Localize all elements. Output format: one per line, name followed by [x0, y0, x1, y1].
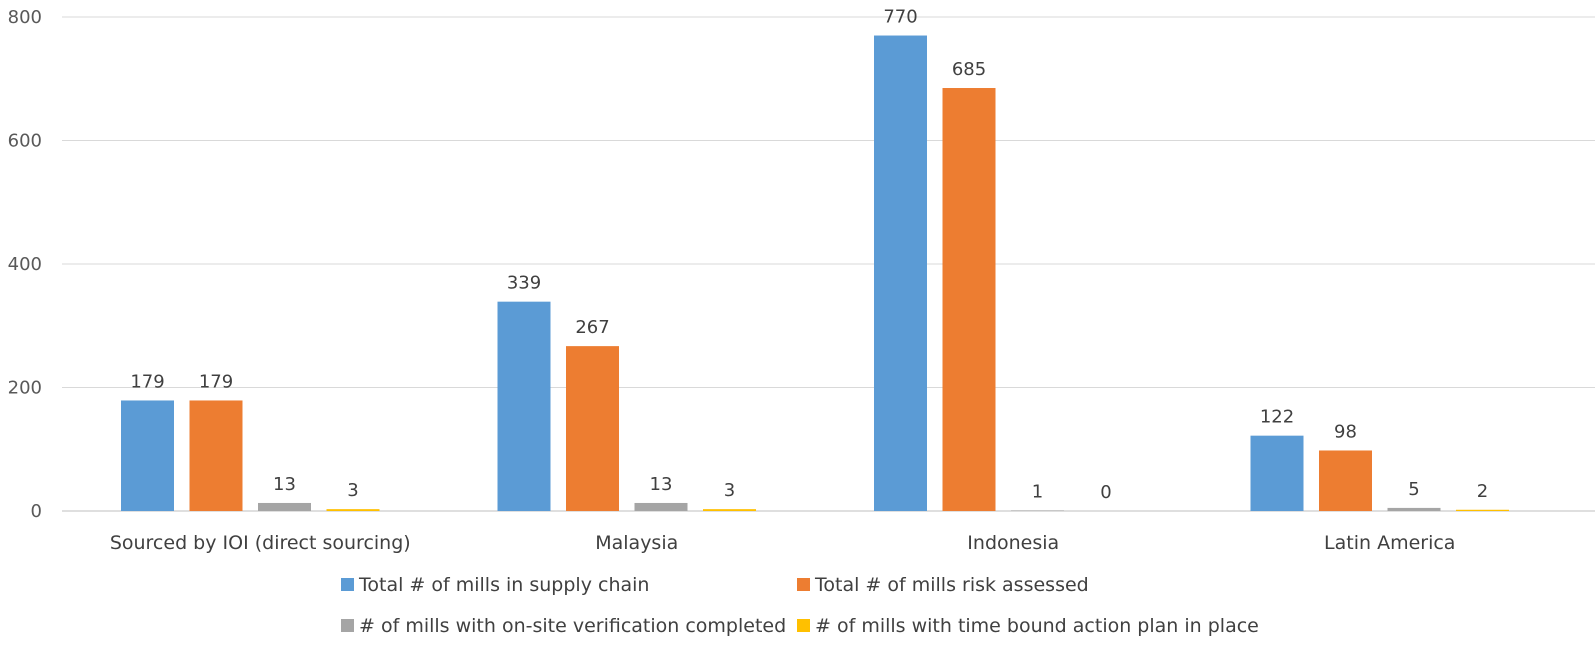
- x-tick-label: Indonesia: [967, 532, 1059, 554]
- bar: [326, 509, 380, 511]
- legend-swatch: [341, 619, 354, 632]
- data-labels: 179 179 13 3 339 267 13 3 770 685 1 0 122 98 5 2: [130, 7, 1488, 503]
- bar: [121, 400, 174, 511]
- data-label: 13: [650, 474, 673, 495]
- data-label: 5: [1408, 479, 1419, 500]
- y-tick-label: 0: [31, 501, 42, 522]
- x-axis: Sourced by IOI (direct sourcing) Malaysia…: [110, 532, 1456, 554]
- data-label: 13: [273, 474, 296, 495]
- x-tick-label: Sourced by IOI (direct sourcing): [110, 532, 411, 554]
- bar: [634, 502, 688, 511]
- data-label: 1: [1032, 481, 1043, 502]
- data-label: 3: [347, 480, 358, 501]
- bar: [703, 509, 756, 511]
- bar: [1387, 507, 1441, 511]
- bar: [189, 400, 243, 511]
- x-tick-label: Latin America: [1324, 532, 1455, 554]
- data-label: 685: [952, 59, 986, 80]
- bar: [1456, 509, 1509, 511]
- data-label: 122: [1260, 407, 1294, 428]
- legend-label: # of mills with time bound action plan i…: [815, 615, 1259, 637]
- data-label: 2: [1477, 481, 1488, 502]
- data-label: 179: [130, 371, 164, 392]
- legend-label: Total # of mills in supply chain: [358, 574, 649, 596]
- y-tick-label: 600: [8, 131, 42, 152]
- legend-label: # of mills with on-site verification com…: [359, 615, 786, 637]
- bar: [942, 88, 996, 511]
- y-tick-label: 800: [8, 7, 42, 28]
- data-label: 267: [575, 317, 609, 338]
- data-label: 339: [507, 273, 541, 294]
- legend-swatch: [797, 619, 810, 632]
- legend-swatch: [797, 578, 810, 591]
- data-label: 98: [1334, 421, 1357, 442]
- data-label: 3: [724, 480, 735, 501]
- bar: [1319, 450, 1372, 511]
- data-label: 179: [199, 371, 233, 392]
- data-label: 770: [883, 7, 917, 28]
- bar: [874, 35, 927, 512]
- x-tick-label: Malaysia: [595, 532, 678, 554]
- y-tick-label: 200: [8, 378, 42, 399]
- legend: Total # of mills in supply chain Total # …: [341, 574, 1259, 637]
- y-axis: 0 200 400 600 800: [8, 7, 42, 522]
- bar: [1011, 510, 1064, 511]
- gridlines: [62, 16, 1595, 512]
- data-label: 0: [1100, 482, 1111, 503]
- bar: [1250, 435, 1304, 511]
- legend-swatch: [341, 578, 354, 591]
- bars: [121, 35, 1509, 512]
- y-tick-label: 400: [8, 254, 42, 275]
- bar: [566, 346, 619, 511]
- legend-label: Total # of mills risk assessed: [814, 574, 1089, 596]
- bar: [497, 301, 551, 511]
- bar: [258, 502, 311, 511]
